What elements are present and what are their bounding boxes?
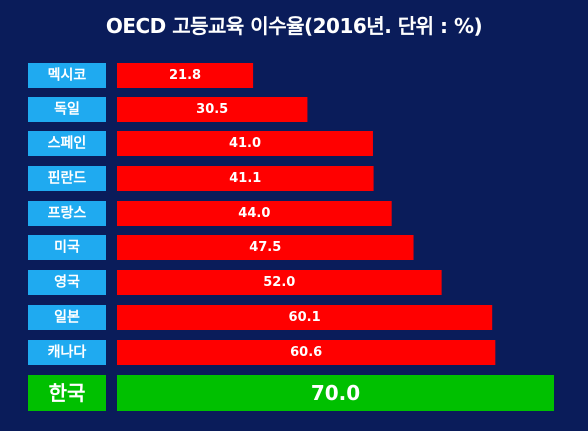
category-label-box xyxy=(28,201,106,226)
value-label: 30.5 xyxy=(196,102,228,117)
category-label: 독일 xyxy=(54,102,80,118)
category-label: 미국 xyxy=(54,240,80,256)
category-label-box xyxy=(28,375,106,411)
category-label-box xyxy=(28,305,106,330)
category-label: 일본 xyxy=(54,310,80,326)
category-label: 핀란드 xyxy=(48,170,87,187)
value-label: 44.0 xyxy=(238,206,270,221)
value-label: 41.1 xyxy=(229,171,261,186)
bar xyxy=(117,166,374,191)
value-label: 47.5 xyxy=(249,240,281,255)
bar xyxy=(117,305,493,330)
bar xyxy=(117,235,414,260)
category-label: 멕시코 xyxy=(48,67,87,84)
category-label-box xyxy=(28,235,106,260)
bar xyxy=(117,63,254,88)
category-label-box xyxy=(28,270,106,295)
category-label-box xyxy=(28,97,106,122)
category-label: 한국 xyxy=(49,381,86,405)
value-label: 60.6 xyxy=(290,345,322,360)
category-label-box xyxy=(28,166,106,191)
category-label: 영국 xyxy=(54,274,80,291)
category-label: 스페인 xyxy=(48,135,87,152)
value-label: 70.0 xyxy=(311,381,360,405)
chart-title: OECD 고등교육 이수율(2016년. 단위 : %) xyxy=(105,14,483,38)
value-label: 41.0 xyxy=(229,136,261,151)
category-label: 프랑스 xyxy=(48,206,87,222)
category-label-box xyxy=(28,63,106,88)
bar xyxy=(117,201,392,226)
value-label: 60.1 xyxy=(289,310,321,325)
bar xyxy=(117,340,496,365)
bar xyxy=(117,270,442,295)
category-label-box xyxy=(28,131,106,156)
category-label: 캐나다 xyxy=(48,345,87,361)
bar xyxy=(117,131,373,156)
bar xyxy=(117,97,308,122)
value-label: 52.0 xyxy=(263,275,295,290)
value-label: 21.8 xyxy=(169,68,201,83)
category-label-box xyxy=(28,340,106,365)
bar xyxy=(117,375,554,411)
